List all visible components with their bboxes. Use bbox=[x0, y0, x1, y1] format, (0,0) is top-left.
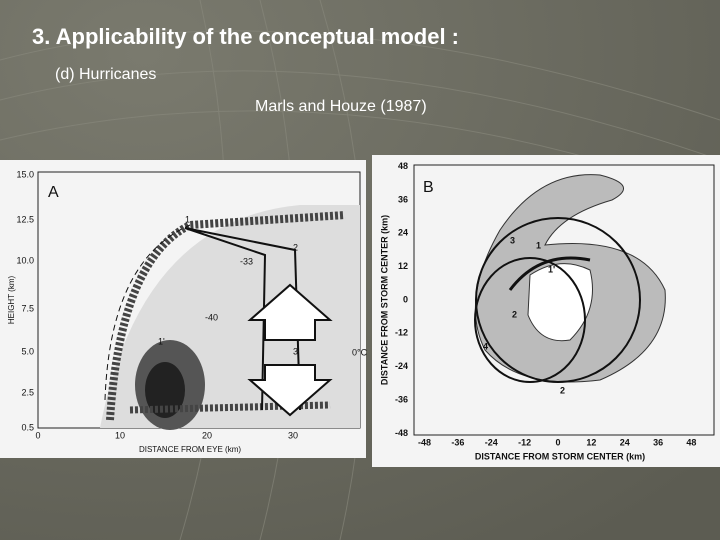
echo-core-inner bbox=[145, 362, 185, 418]
x-axis-label: DISTANCE FROM STORM CENTER (km) bbox=[475, 451, 645, 461]
citation: Marls and Houze (1987) bbox=[255, 98, 427, 115]
x-tick-label: 24 bbox=[620, 437, 630, 447]
trajectory bbox=[184, 227, 301, 411]
annotation: 1 bbox=[185, 214, 190, 224]
y-tick-label: 48 bbox=[398, 161, 408, 171]
y-axis-label: HEIGHT (km) bbox=[7, 276, 16, 325]
slide-subtitle: (d) Hurricanes bbox=[55, 66, 156, 83]
y-tick-label: 10.0 bbox=[16, 255, 34, 265]
updraft-arrow bbox=[247, 283, 333, 341]
x-tick-label: 36 bbox=[653, 437, 663, 447]
annotation: 4 bbox=[483, 341, 488, 351]
annotation: 1 bbox=[536, 240, 541, 250]
x-axis-label: DISTANCE FROM EYE (km) bbox=[139, 445, 241, 454]
x-tick-label: -36 bbox=[451, 437, 464, 447]
panel-label: B bbox=[423, 179, 434, 196]
x-tick-label: 0 bbox=[35, 430, 40, 440]
x-tick-label: -12 bbox=[518, 437, 531, 447]
panel-label: A bbox=[48, 184, 59, 201]
annotation: 0°C bbox=[352, 347, 368, 357]
annotation: 2 bbox=[512, 309, 517, 319]
y-tick-label: 0 bbox=[403, 294, 408, 304]
y-axis-label: DISTANCE FROM STORM CENTER (km) bbox=[379, 215, 389, 385]
y-tick-label: -24 bbox=[395, 361, 408, 371]
y-tick-label: 2.5 bbox=[21, 387, 34, 397]
y-tick-label: -36 bbox=[395, 394, 408, 404]
figure-a: A 15.0 12.5 10.0 7.5 5.0 2.5 0.50 10 20 30 HEIGHT (… bbox=[0, 160, 368, 458]
eyewall-line bbox=[104, 224, 191, 401]
annotation: 2 bbox=[560, 385, 565, 395]
downdraft-arrow bbox=[247, 364, 333, 417]
y-tick-label: 24 bbox=[398, 228, 408, 238]
x-tick-label: 20 bbox=[202, 430, 212, 440]
trajectory-ring bbox=[475, 217, 641, 383]
slide-title: 3. Applicability of the conceptual model… bbox=[32, 24, 459, 49]
x-tick-label: -24 bbox=[485, 437, 498, 447]
annotation: 3 bbox=[293, 346, 298, 356]
x-tick-label: -48 bbox=[418, 437, 431, 447]
flow-arrow bbox=[106, 211, 346, 421]
trajectory bbox=[508, 256, 591, 291]
y-tick-label: -48 bbox=[395, 428, 408, 438]
annotation: 1' bbox=[158, 336, 165, 346]
y-tick-label: 0.5 bbox=[21, 422, 34, 432]
y-tick-label: 12 bbox=[398, 261, 408, 271]
x-tick-label: 10 bbox=[115, 430, 125, 440]
annotation: 1' bbox=[548, 264, 555, 274]
y-tick-label: -12 bbox=[395, 328, 408, 338]
y-tick-label: 15.0 bbox=[16, 169, 34, 179]
trajectory-ring bbox=[474, 257, 586, 383]
y-tick-label: 12.5 bbox=[16, 214, 34, 224]
eye bbox=[527, 263, 593, 342]
x-tick-label: 0 bbox=[555, 437, 560, 447]
plot-frame bbox=[413, 164, 715, 436]
y-tick-label: 5.0 bbox=[21, 346, 34, 356]
y-tick-label: 36 bbox=[398, 194, 408, 204]
y-tick-label: 7.5 bbox=[21, 303, 34, 313]
annotation: -33 bbox=[240, 256, 253, 266]
annotation: -40 bbox=[205, 312, 218, 322]
annotation: 2 bbox=[293, 242, 298, 252]
annotation: 3 bbox=[510, 235, 515, 245]
x-tick-label: 48 bbox=[686, 437, 696, 447]
x-tick-label: 12 bbox=[586, 437, 596, 447]
x-tick-label: 30 bbox=[288, 430, 298, 440]
